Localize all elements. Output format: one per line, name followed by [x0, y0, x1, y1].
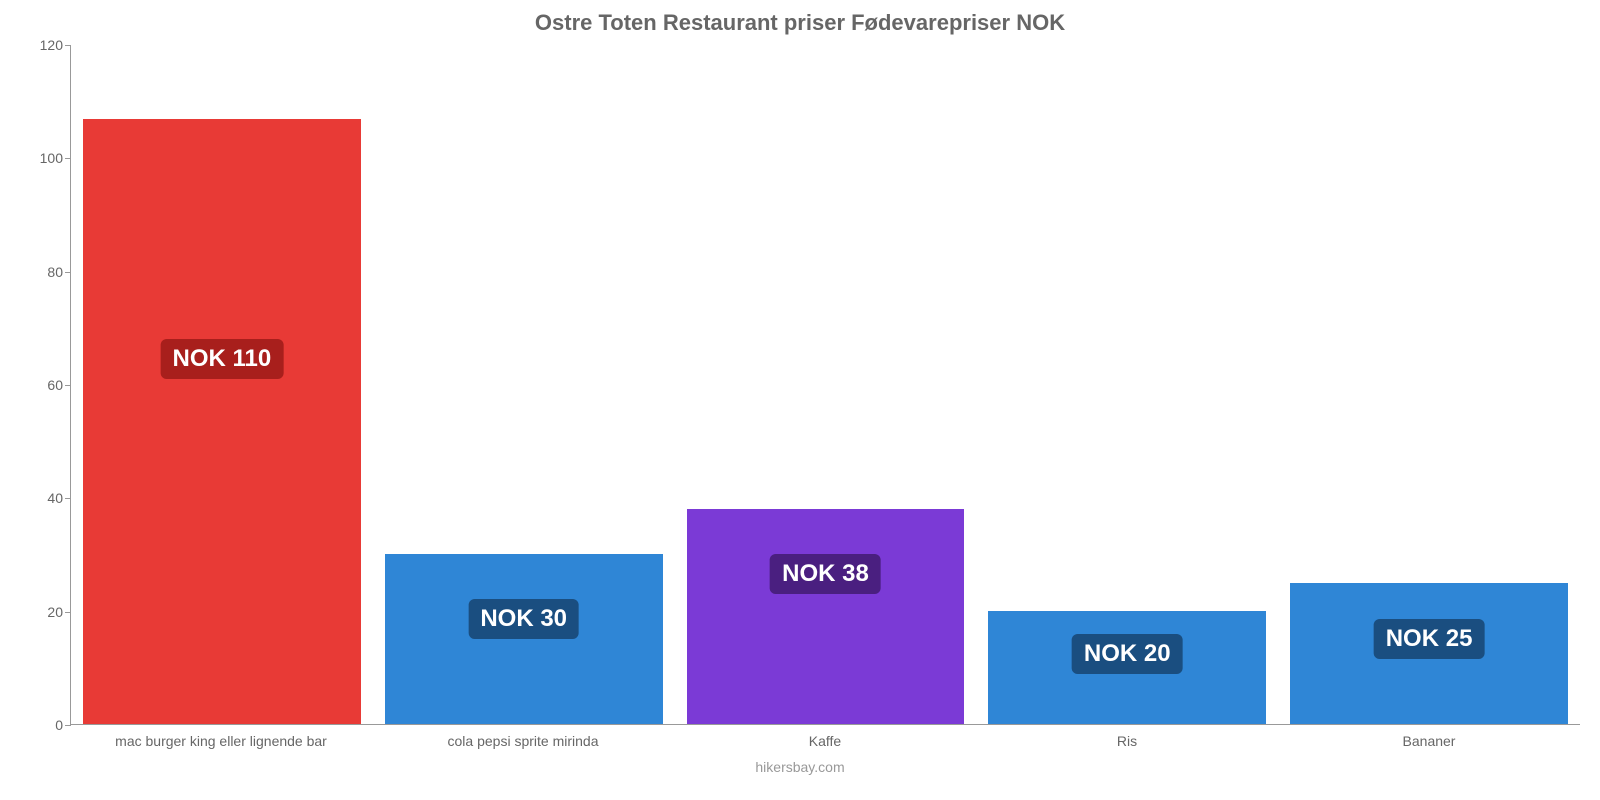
bar-value-badge: NOK 38 [770, 554, 881, 594]
bar: NOK 110 [83, 119, 361, 724]
x-axis-label: mac burger king eller lignende bar [70, 733, 372, 749]
bar-value-badge: NOK 30 [468, 599, 579, 639]
bar: NOK 25 [1290, 583, 1568, 724]
bar-value-badge: NOK 110 [161, 339, 284, 379]
y-tick-label: 20 [47, 604, 71, 620]
bar-slot: NOK 30 [373, 45, 675, 724]
chart-area: NOK 110NOK 30NOK 38NOK 20NOK 25 02040608… [70, 45, 1580, 725]
bar: NOK 20 [988, 611, 1266, 724]
bar-slot: NOK 38 [675, 45, 977, 724]
y-tick-label: 80 [47, 264, 71, 280]
y-tick-label: 60 [47, 377, 71, 393]
bar-value-badge: NOK 20 [1072, 634, 1183, 674]
y-tick-label: 120 [40, 37, 71, 53]
bar-value-badge: NOK 25 [1374, 619, 1485, 659]
bar-slot: NOK 110 [71, 45, 373, 724]
bar: NOK 30 [385, 554, 663, 724]
x-axis-label: Kaffe [674, 733, 976, 749]
chart-title: Ostre Toten Restaurant priser Fødevarepr… [0, 0, 1600, 36]
attribution-text: hikersbay.com [0, 759, 1600, 775]
bar-slot: NOK 20 [976, 45, 1278, 724]
bars-container: NOK 110 NOK 30 NOK 38 NOK 20 NOK 25 [71, 45, 1580, 724]
x-axis-label: cola pepsi sprite mirinda [372, 733, 674, 749]
x-axis-label: Bananer [1278, 733, 1580, 749]
plot-area: NOK 110NOK 30NOK 38NOK 20NOK 25 02040608… [70, 45, 1580, 725]
bar: NOK 38 [687, 509, 965, 724]
bar-slot: NOK 25 [1278, 45, 1580, 724]
y-tick-label: 0 [55, 717, 71, 733]
y-tick-label: 100 [40, 150, 71, 166]
x-axis-label: Ris [976, 733, 1278, 749]
x-axis-labels: mac burger king eller lignende barcola p… [70, 733, 1580, 749]
y-tick-label: 40 [47, 490, 71, 506]
